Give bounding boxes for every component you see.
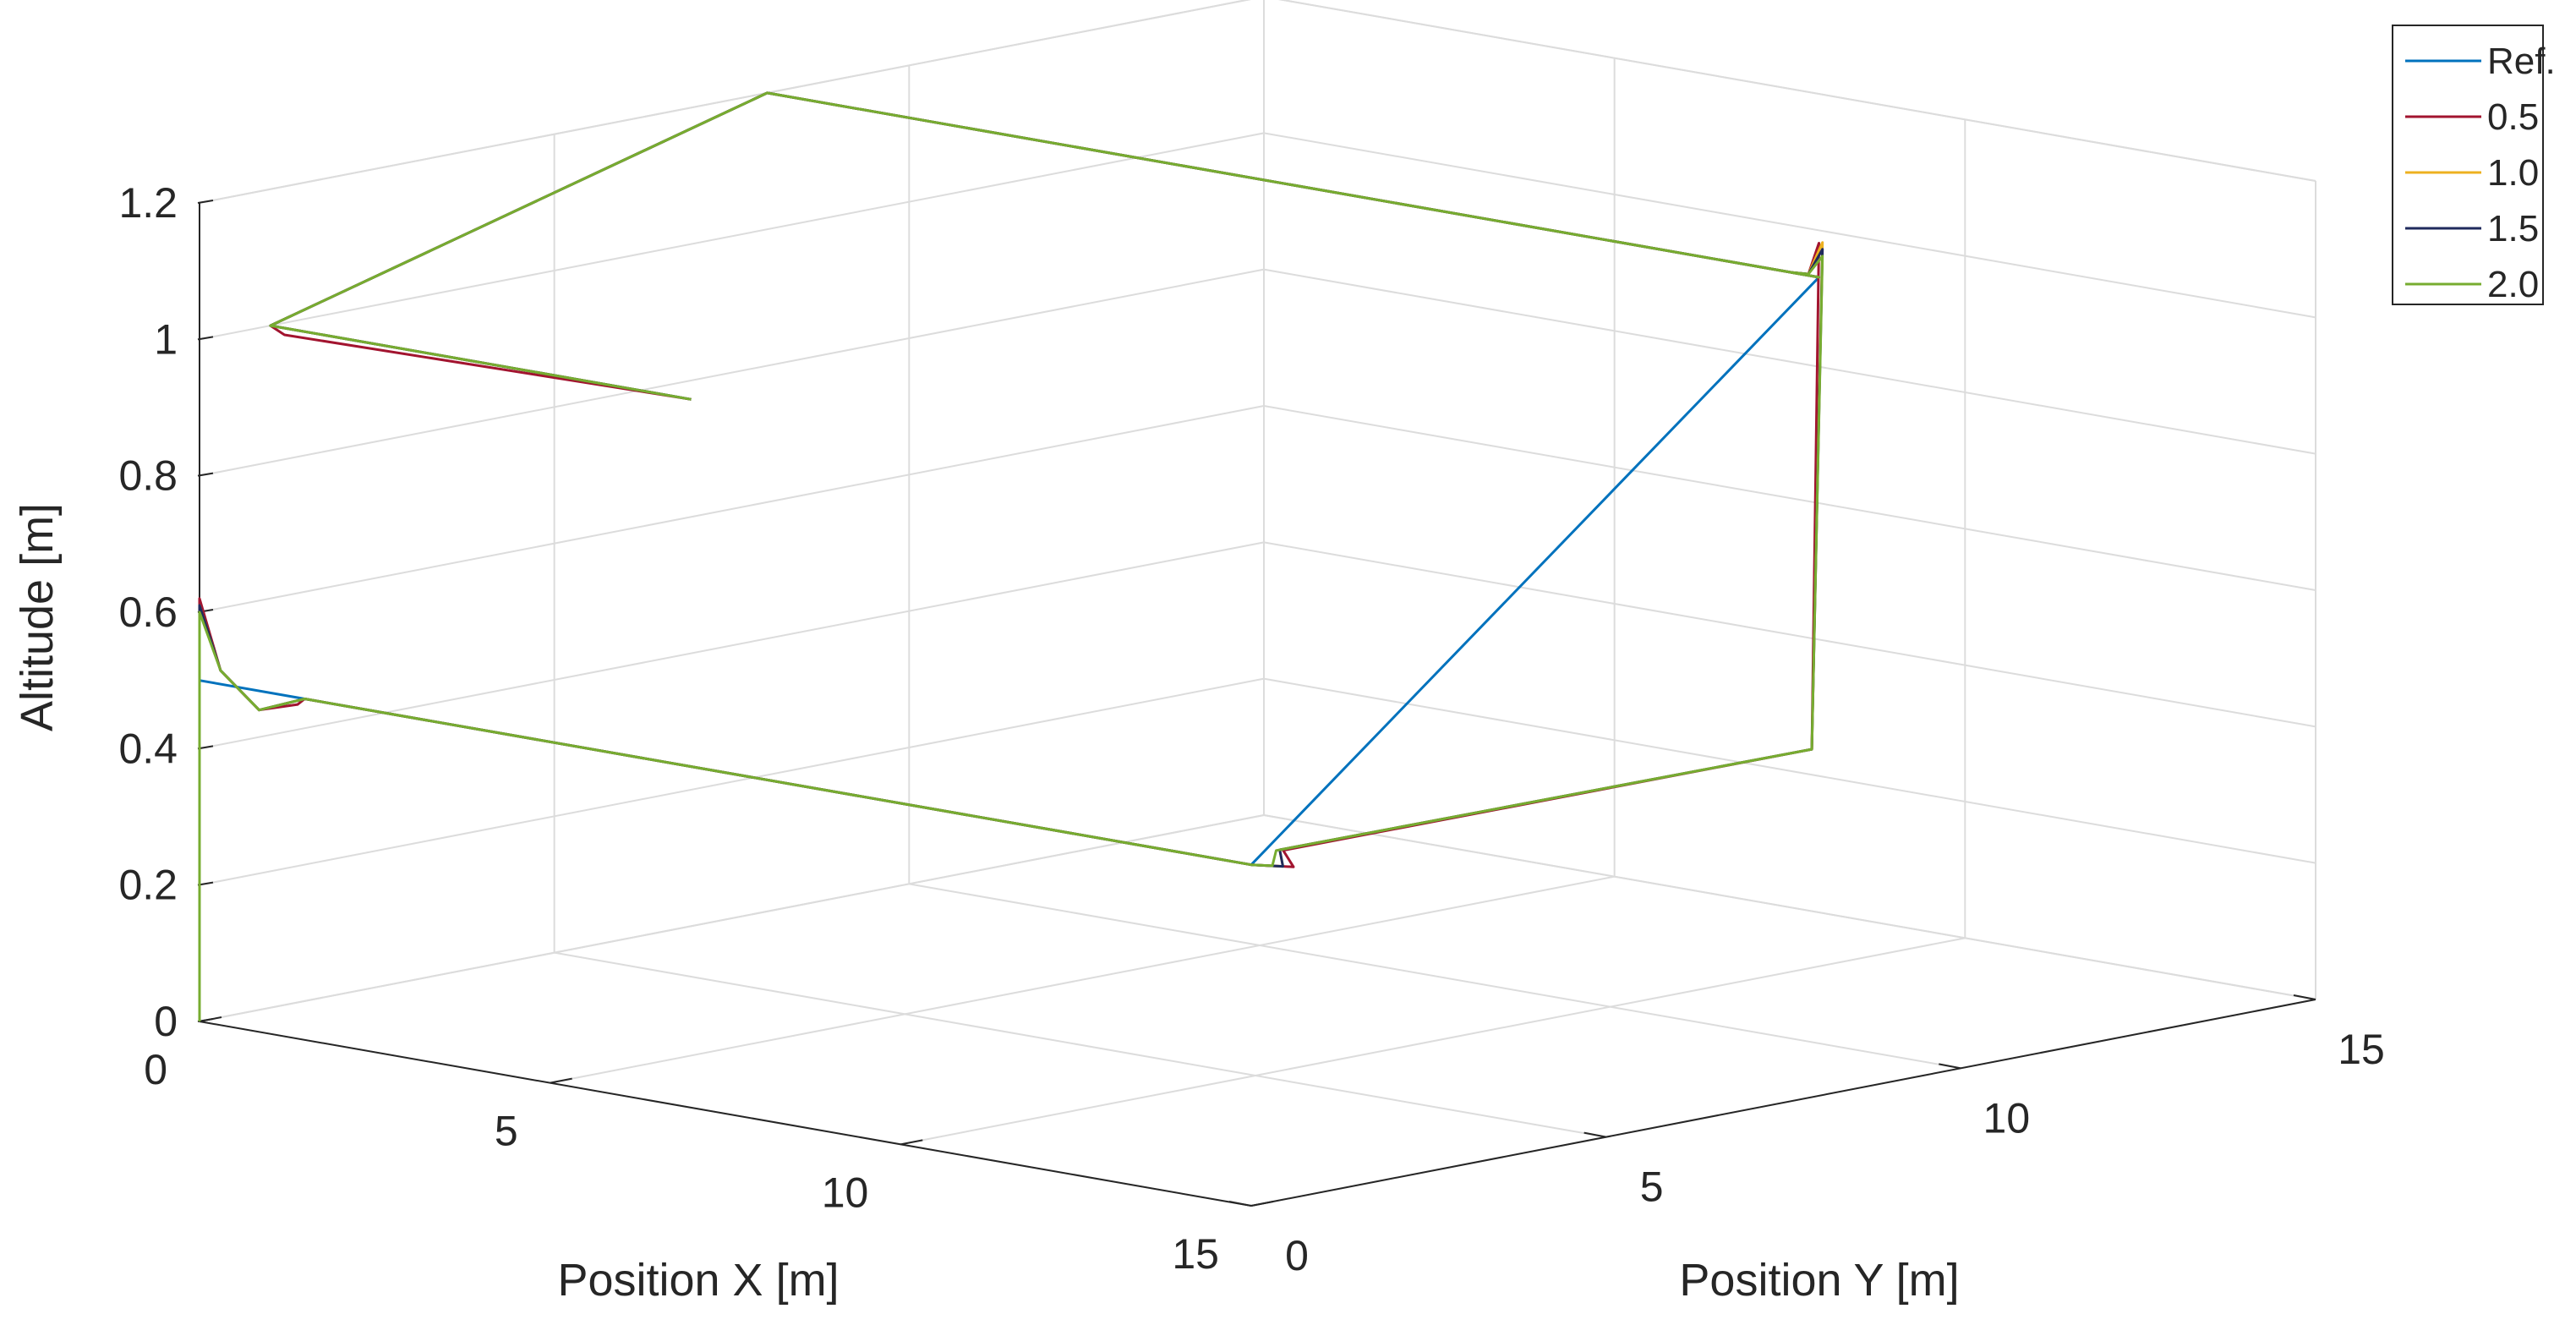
z-tick-label: 0.8 — [118, 452, 178, 500]
series-line-1 — [198, 91, 1820, 1021]
z-tick-label: 0.2 — [118, 862, 178, 909]
z-tick-mark — [197, 472, 214, 477]
z-tick-mark — [197, 336, 214, 341]
z-gridline-left-wall — [199, 268, 1265, 477]
ticks-layer: 0 0.2 0.4 0.6 0.8 1 1.2 0 5 10 15 0 5 10 15 — [118, 179, 2384, 1279]
series-layer — [198, 91, 1824, 1021]
z-tick-mark — [197, 200, 214, 204]
x-gridline-floor — [900, 937, 1966, 1146]
x-tick-label: 15 — [1172, 1230, 1219, 1278]
x-tick-label: 5 — [495, 1108, 518, 1155]
x-tick-mark — [550, 1077, 572, 1084]
z-gridline-right-wall — [1263, 677, 2316, 864]
legend-label-3: 1.0 — [2487, 152, 2539, 194]
z-tick-label: 0.6 — [118, 589, 178, 636]
y-tick-mark — [1939, 1063, 1961, 1070]
y-tick-label: 0 — [1285, 1232, 1309, 1279]
z-gridline-left-wall — [199, 405, 1265, 613]
z-gridline-left-wall — [199, 677, 1265, 886]
y-gridline-floor — [1263, 814, 2316, 1000]
legend-label-2: 0.5 — [2487, 96, 2539, 138]
x-tick-mark — [199, 1016, 222, 1022]
x-axis-line — [199, 1021, 1252, 1207]
y-tick-mark — [1228, 1201, 1252, 1207]
z-gridline-right-wall — [1263, 268, 2316, 455]
legend-label-1: Ref. — [2487, 41, 2556, 82]
y-tick-mark — [2293, 994, 2316, 1000]
x-gridline-floor — [199, 814, 1265, 1022]
z-gridline-left-wall — [199, 0, 1251, 204]
series-line-5 — [198, 91, 1824, 1021]
series-line-2 — [198, 91, 1820, 1021]
z-tick-label: 1 — [154, 315, 178, 363]
grid-layer — [199, 0, 2316, 1207]
z-gridline-right-wall — [1278, 0, 2316, 182]
z-gridline-right-wall — [1263, 132, 2316, 319]
y-tick-mark — [1583, 1131, 1606, 1138]
y-axis-label: Position Y [m] — [1679, 1255, 1959, 1306]
x-gridline-floor — [550, 875, 1615, 1084]
axes-layer — [197, 200, 2316, 1207]
y-tick-label: 5 — [1640, 1164, 1664, 1211]
series-line-3 — [198, 91, 1824, 1021]
series-line-4 — [198, 91, 1824, 1021]
x-tick-label: 0 — [144, 1046, 167, 1093]
y-gridline-floor — [909, 883, 1961, 1070]
legend-label-5: 2.0 — [2487, 264, 2539, 305]
z-gridline-left-wall — [199, 132, 1265, 341]
z-gridline-right-wall — [1263, 405, 2316, 591]
z-tick-label: 0.4 — [118, 725, 178, 772]
y-axis-line — [1250, 999, 2316, 1207]
z-gridline-right-wall — [1263, 541, 2316, 728]
x-tick-label: 10 — [822, 1169, 869, 1216]
y-gridline-floor — [554, 951, 1606, 1138]
legend: Ref. 0.5 1.0 1.5 2.0 — [2392, 25, 2556, 305]
x-tick-mark — [1250, 1201, 1274, 1207]
legend-label-4: 1.5 — [2487, 208, 2539, 249]
y-tick-label: 10 — [1983, 1094, 2031, 1142]
y-tick-label: 15 — [2338, 1026, 2385, 1073]
z-tick-label: 0 — [154, 998, 178, 1045]
z-tick-label: 1.2 — [118, 179, 178, 227]
z-gridline-left-wall — [199, 541, 1265, 750]
x-tick-mark — [900, 1139, 923, 1146]
z-axis-label: Altitude [m] — [12, 503, 63, 731]
x-axis-label: Position X [m] — [557, 1255, 839, 1306]
legend-box — [2392, 25, 2544, 305]
